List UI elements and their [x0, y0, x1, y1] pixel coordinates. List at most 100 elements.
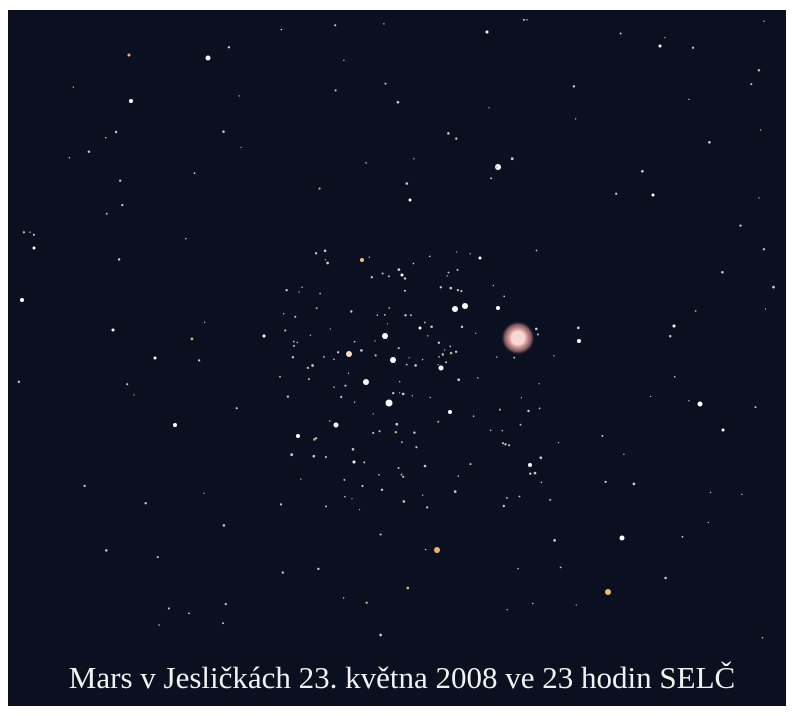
- faint-star: [23, 231, 25, 233]
- star: [659, 45, 662, 48]
- faint-star: [298, 291, 299, 292]
- faint-star: [527, 410, 529, 412]
- star: [353, 461, 356, 464]
- faint-star: [225, 603, 227, 605]
- faint-star: [422, 495, 423, 496]
- faint-star: [508, 444, 510, 446]
- star: [20, 298, 24, 302]
- faint-star: [413, 263, 415, 265]
- faint-star: [18, 381, 20, 383]
- star: [386, 400, 393, 407]
- faint-star: [343, 60, 344, 61]
- faint-star: [29, 231, 30, 232]
- faint-star: [350, 310, 352, 312]
- faint-star: [361, 485, 363, 487]
- faint-star: [534, 472, 537, 475]
- faint-star: [414, 364, 417, 367]
- faint-star: [577, 327, 580, 330]
- faint-star: [601, 435, 603, 437]
- faint-star: [340, 396, 342, 398]
- faint-star: [511, 157, 514, 160]
- faint-star: [404, 290, 406, 292]
- star: [528, 463, 532, 467]
- faint-star: [615, 193, 617, 195]
- faint-star: [333, 359, 335, 361]
- faint-star: [145, 502, 147, 504]
- faint-star: [325, 456, 327, 458]
- faint-star: [445, 361, 447, 363]
- faint-star: [308, 378, 310, 380]
- faint-star: [333, 386, 335, 388]
- faint-star: [681, 536, 683, 538]
- faint-star: [641, 170, 644, 173]
- faint-star: [348, 373, 349, 374]
- caption: Mars v Jesličkách 23. května 2008 ve 23 …: [69, 660, 735, 695]
- faint-star: [310, 335, 311, 336]
- faint-star: [517, 568, 519, 570]
- faint-star: [323, 356, 325, 358]
- faint-star: [503, 505, 505, 507]
- star: [363, 379, 369, 385]
- star: [409, 199, 412, 202]
- sky-image: Mars v Jesličkách 23. května 2008 ve 23 …: [0, 0, 792, 716]
- faint-star: [377, 314, 379, 316]
- faint-star: [541, 482, 543, 484]
- star: [479, 257, 482, 260]
- faint-star: [539, 408, 541, 410]
- faint-star: [402, 500, 405, 503]
- faint-star: [526, 19, 528, 21]
- faint-star: [408, 357, 409, 358]
- faint-star: [343, 479, 345, 481]
- faint-star: [380, 533, 382, 535]
- faint-star: [228, 46, 230, 48]
- faint-star: [382, 272, 384, 274]
- mars-core: [511, 331, 525, 345]
- star: [128, 54, 131, 57]
- faint-star: [461, 326, 463, 328]
- faint-star: [379, 430, 381, 432]
- faint-star: [392, 392, 394, 394]
- faint-star: [425, 549, 427, 551]
- faint-star: [457, 269, 459, 271]
- faint-star: [351, 498, 352, 499]
- faint-star: [424, 322, 426, 324]
- faint-star: [406, 182, 409, 185]
- faint-star: [669, 335, 671, 337]
- star: [698, 402, 703, 407]
- star: [462, 303, 468, 309]
- faint-star: [285, 289, 287, 291]
- faint-star: [455, 137, 457, 139]
- faint-star: [398, 467, 400, 469]
- faint-star: [692, 47, 694, 49]
- faint-star: [315, 252, 317, 254]
- faint-star: [88, 150, 90, 152]
- faint-star: [521, 397, 522, 398]
- faint-star: [69, 157, 70, 158]
- faint-star: [448, 272, 450, 274]
- faint-star: [490, 429, 492, 431]
- faint-star: [359, 509, 360, 510]
- faint-star: [280, 503, 282, 505]
- faint-star: [105, 137, 107, 139]
- faint-star: [763, 21, 764, 22]
- faint-star: [157, 556, 159, 558]
- faint-star: [334, 24, 336, 26]
- faint-star: [456, 251, 457, 252]
- faint-star: [424, 465, 427, 468]
- faint-star: [475, 333, 476, 334]
- faint-star: [236, 407, 238, 409]
- faint-star: [760, 129, 761, 130]
- faint-star: [315, 437, 317, 439]
- faint-star: [354, 401, 355, 402]
- faint-star: [688, 99, 689, 100]
- faint-star: [294, 316, 296, 318]
- star: [605, 589, 611, 595]
- faint-star: [326, 262, 329, 265]
- faint-star: [279, 376, 281, 378]
- faint-star: [404, 314, 406, 316]
- faint-star: [373, 413, 374, 414]
- faint-star: [344, 496, 346, 498]
- faint-star: [319, 293, 321, 295]
- faint-star: [553, 355, 554, 356]
- faint-star: [369, 257, 370, 258]
